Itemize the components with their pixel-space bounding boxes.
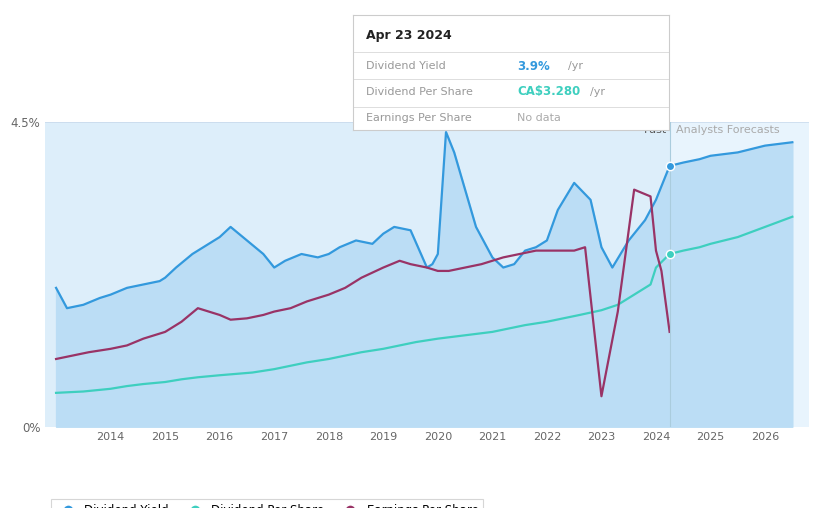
Text: /yr: /yr [590,87,605,97]
Text: Analysts Forecasts: Analysts Forecasts [677,125,780,135]
Text: Dividend Yield: Dividend Yield [365,61,446,71]
Text: No data: No data [517,113,562,123]
Text: /yr: /yr [568,61,583,71]
Bar [670,122,821,427]
Text: Dividend Per Share: Dividend Per Share [365,87,473,97]
Text: CA$3.280: CA$3.280 [517,85,580,99]
Text: 3.9%: 3.9% [517,59,550,73]
Text: Earnings Per Share: Earnings Per Share [365,113,471,123]
Legend: Dividend Yield, Dividend Per Share, Earnings Per Share: Dividend Yield, Dividend Per Share, Earn… [51,499,484,508]
Text: Past: Past [644,125,667,135]
Text: Apr 23 2024: Apr 23 2024 [365,29,452,42]
